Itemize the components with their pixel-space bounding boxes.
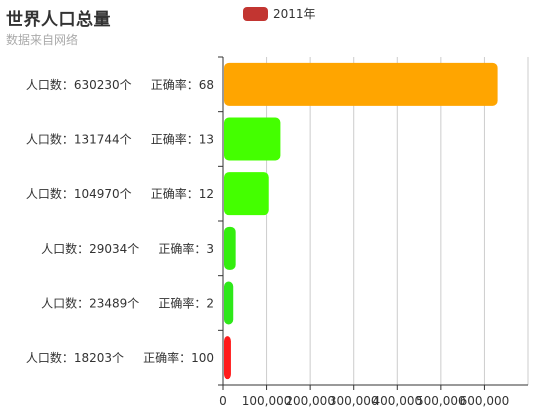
bar[interactable] — [224, 62, 498, 106]
chart-subtitle: 数据来自网络 — [6, 33, 79, 47]
y-tick-label: 人口数：104970个 正确率：12 — [26, 186, 214, 201]
x-tick-label: 200,000 — [285, 394, 335, 408]
x-tick-label: 100,000 — [242, 394, 292, 408]
x-tick-label: 600,000 — [460, 394, 510, 408]
bar[interactable] — [224, 172, 269, 216]
x-tick-label: 500,000 — [416, 394, 466, 408]
legend[interactable]: 2011年 — [243, 5, 316, 22]
y-tick-label: 人口数：23489个 正确率：2 — [41, 296, 214, 311]
bar[interactable] — [224, 281, 234, 325]
bar[interactable] — [224, 117, 281, 161]
legend-swatch[interactable] — [243, 6, 268, 21]
x-tick-label: 400,000 — [372, 394, 422, 408]
bar[interactable] — [224, 226, 236, 270]
chart-title: 世界人口总量 — [6, 10, 111, 30]
y-tick-label: 人口数：29034个 正确率：3 — [41, 241, 214, 256]
x-tick-label: 0 — [219, 394, 227, 408]
y-tick-label: 人口数：18203个 正确率：100 — [26, 350, 214, 365]
y-tick-label: 人口数：630230个 正确率：68 — [26, 77, 214, 92]
x-tick-label: 300,000 — [329, 394, 379, 408]
legend-label[interactable]: 2011年 — [273, 7, 316, 21]
bar[interactable] — [224, 336, 231, 380]
y-tick-label: 人口数：131744个 正确率：13 — [26, 132, 214, 147]
